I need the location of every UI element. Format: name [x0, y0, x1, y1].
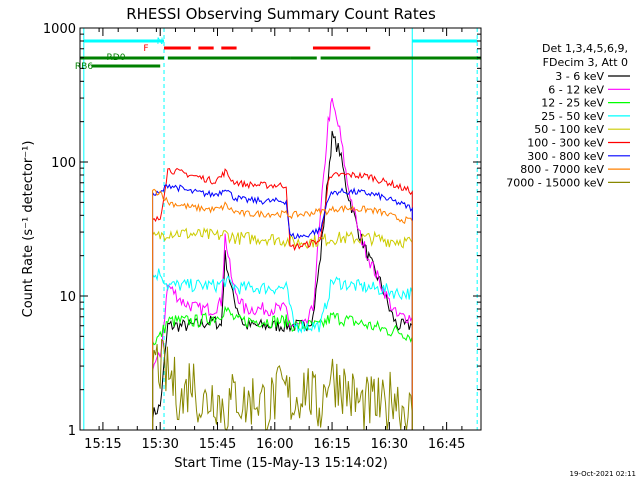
x-tick-label: 15:45 [199, 437, 236, 452]
x-axis-label: Start Time (15-May-13 15:14:02) [174, 456, 388, 471]
state-bar-label-rb6: RB6 [75, 62, 93, 72]
y-axis-label: Count Rate (s⁻¹ detector⁻¹) [21, 141, 36, 318]
legend-entry-label: 100 - 300 keV [527, 137, 604, 150]
legend-entry-label: 50 - 100 keV [534, 123, 604, 136]
chart-title: RHESSI Observing Summary Count Rates [126, 5, 436, 23]
series-line-7 [152, 188, 413, 430]
series-line-4 [152, 227, 413, 430]
x-tick-label: 16:00 [256, 437, 293, 452]
series-line-0 [152, 130, 413, 430]
x-tick-label: 16:30 [371, 437, 408, 452]
series-line-1 [152, 97, 413, 430]
x-axis: 15:15 15:30 15:45 16:00 16:15 16:30 16:45 [79, 28, 482, 452]
plot-area: NF RD0 RB6 [75, 28, 481, 431]
legend: Det 1,3,4,5,6,9, FDecim 3, Att 0 3 - 6 k… [506, 42, 630, 189]
state-bar-label-f: F [143, 44, 148, 54]
legend-entry-label: 7000 - 15000 keV [506, 176, 604, 189]
x-tick-label: 15:15 [84, 437, 121, 452]
x-tick-label: 16:45 [428, 437, 465, 452]
series-line-5 [152, 167, 413, 430]
y-tick-label: 1000 [43, 22, 76, 37]
y-axis: 1 10 100 1000 [43, 22, 481, 439]
legend-entry-label: 6 - 12 keV [548, 83, 604, 96]
series-line-3 [152, 268, 413, 430]
series-line-2 [152, 305, 413, 430]
x-tick-label: 16:15 [313, 437, 350, 452]
plot-frame [79, 27, 482, 431]
state-bar-label-n: N [157, 37, 164, 47]
legend-entry-label: 12 - 25 keV [541, 97, 604, 110]
timestamp: 19-Oct-2021 02:11 [570, 470, 636, 478]
legend-entry-label: 25 - 50 keV [541, 110, 604, 123]
legend-entry-label: 300 - 800 keV [527, 150, 604, 163]
y-tick-label: 100 [51, 156, 76, 171]
legend-header-line-1: Det 1,3,4,5,6,9, [542, 42, 628, 55]
legend-header-line-2: FDecim 3, Att 0 [543, 56, 628, 69]
legend-entry-label: 800 - 7000 keV [520, 163, 604, 176]
series-line-8 [152, 338, 413, 431]
y-tick-label: 1 [68, 424, 76, 439]
x-tick-label: 15:30 [141, 437, 178, 452]
legend-entry-label: 3 - 6 keV [555, 70, 604, 83]
state-bar-label-rd0: RD0 [107, 53, 126, 63]
y-tick-label: 10 [59, 290, 76, 305]
series-line-6 [152, 183, 413, 430]
